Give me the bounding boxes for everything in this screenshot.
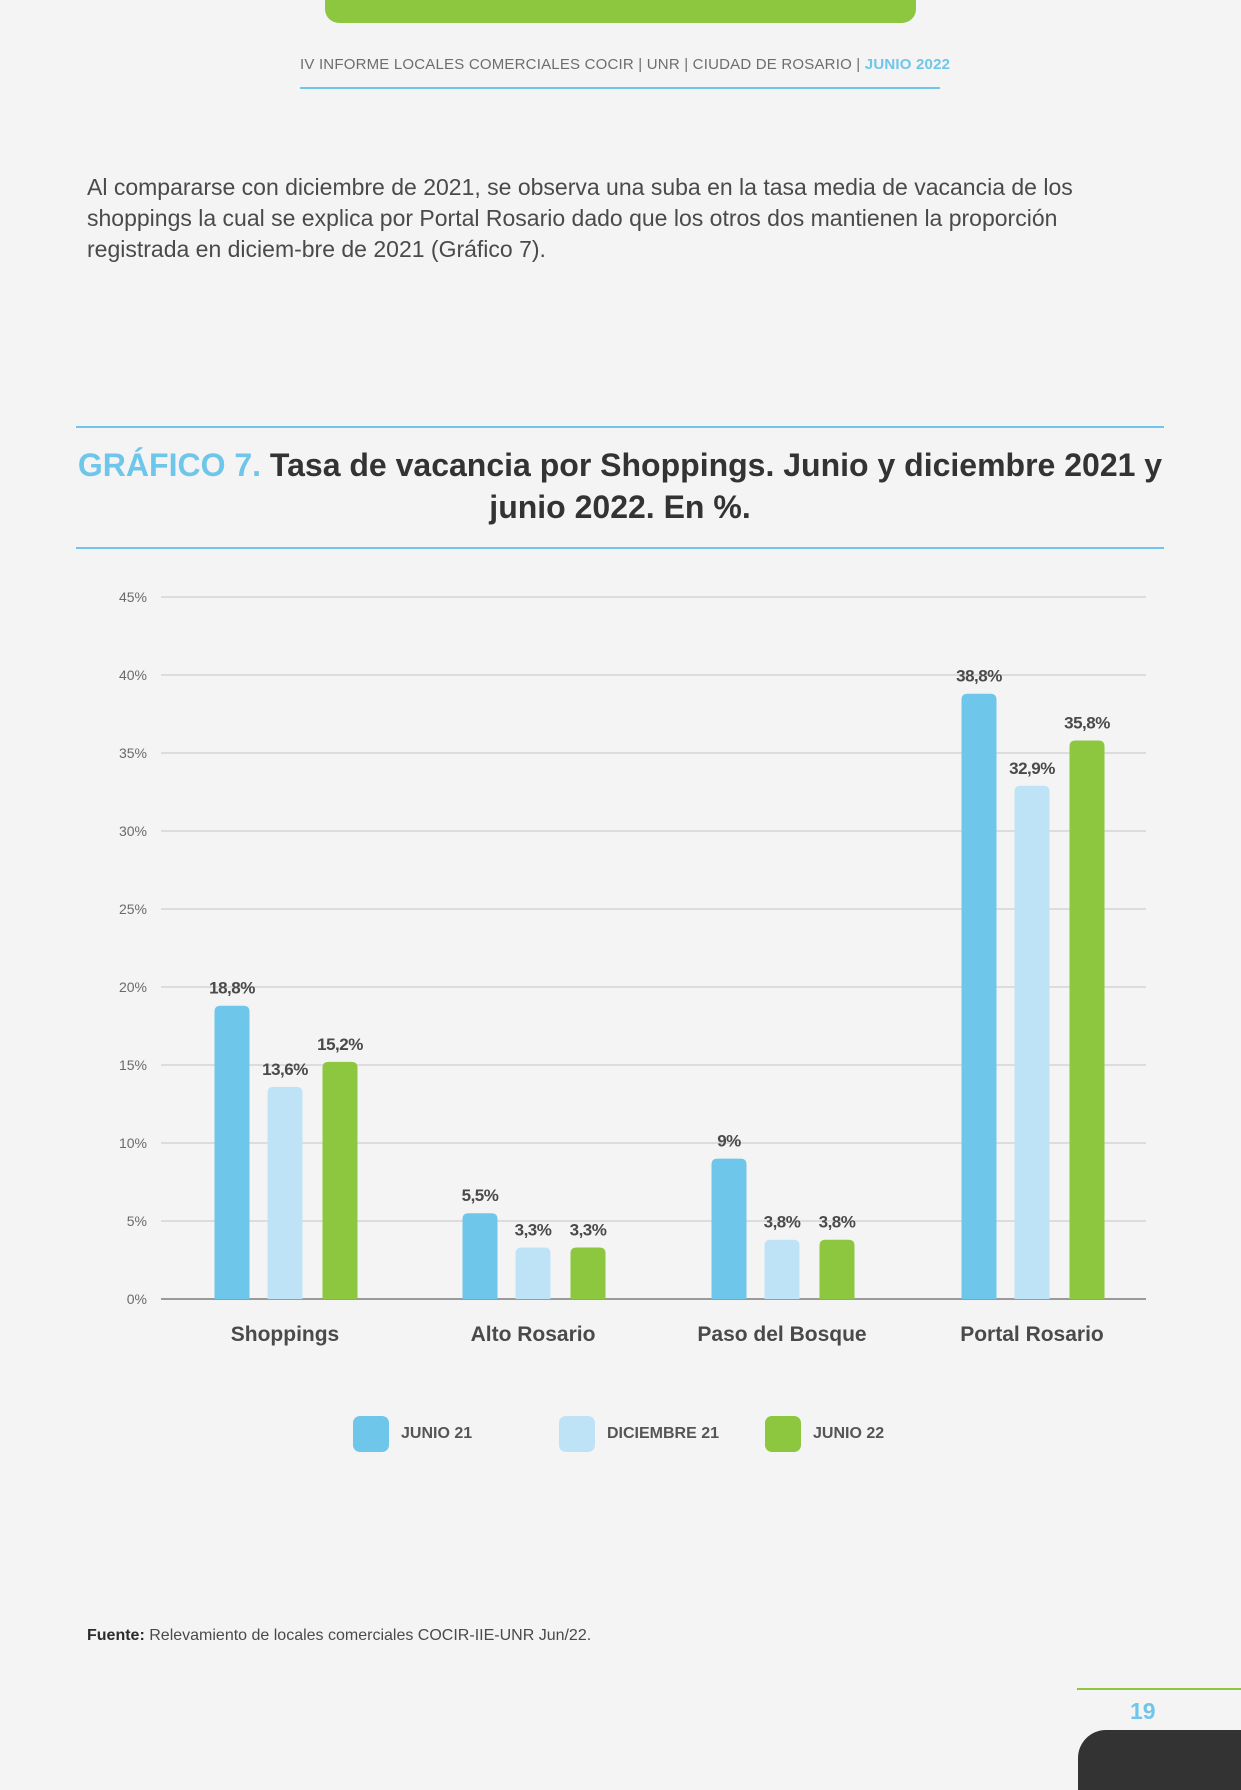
data-label: 3,8% [764,1213,801,1232]
legend-item-diciembre-21: DICIEMBRE 21 [559,1416,719,1452]
bar-chart: 0% 5% 10% 15% 20% 25% 30% 35% 40% 45% 18,8% 13,6% 15… [119,589,1146,1346]
legend-swatch-junio-21 [353,1416,389,1452]
bar [267,1086,303,1299]
report-header: IV INFORME LOCALES COMERCIALES COCIR | U… [300,56,950,73]
legend-label-diciembre-21: DICIEMBRE 21 [607,1425,720,1442]
legend-label-junio-21: JUNIO 21 [401,1425,473,1442]
chart-title-text: Tasa de vacancia por Shoppings. Junio y … [269,447,1163,525]
data-label: 18,8% [209,979,255,998]
bar [819,1239,855,1299]
legend-item-junio-21: JUNIO 21 [353,1416,472,1452]
y-tick-label: 40% [119,667,147,683]
bar [214,1005,250,1299]
y-tick-label: 35% [119,745,147,761]
chart-title: GRÁFICO 7. Tasa de vacancia por Shopping… [76,444,1164,528]
page-number-rule [1077,1688,1241,1690]
category-label: Alto Rosario [471,1323,596,1346]
source-label: Fuente: [87,1627,145,1644]
y-tick-label: 10% [119,1135,147,1151]
data-label: 38,8% [956,667,1002,686]
header-text: IV INFORME LOCALES COMERCIALES COCIR | U… [300,56,865,73]
data-label: 3,3% [515,1221,552,1240]
bar [711,1158,747,1299]
chart-title-bottom-rule [76,547,1164,549]
legend-label-junio-22: JUNIO 22 [813,1425,885,1442]
bar [1014,785,1050,1299]
corner-decoration [1078,1730,1241,1790]
bar [570,1247,606,1299]
y-tick-label: 30% [119,823,147,839]
top-accent-bar [325,0,916,23]
data-label: 13,6% [262,1060,308,1079]
y-tick-label: 20% [119,979,147,995]
legend-swatch-junio-22 [765,1416,801,1452]
intro-paragraph: Al compararse con diciembre de 2021, se … [87,174,1073,262]
y-tick-label: 5% [127,1213,147,1229]
header-underline [300,87,940,89]
bar [1069,740,1105,1299]
data-label: 5,5% [462,1186,499,1205]
data-label: 32,9% [1009,759,1055,778]
y-tick-label: 25% [119,901,147,917]
bar [764,1239,800,1299]
chart-legend: JUNIO 21 DICIEMBRE 21 JUNIO 22 [0,1416,1241,1452]
y-tick-label: 15% [119,1057,147,1073]
data-label: 9% [717,1132,741,1151]
data-label: 3,3% [570,1221,607,1240]
chart-title-top-rule [76,426,1164,428]
legend-item-junio-22: JUNIO 22 [765,1416,884,1452]
source-note: Fuente: Relevamiento de locales comercia… [87,1627,591,1645]
bar [961,693,997,1299]
category-label: Portal Rosario [960,1323,1104,1346]
y-tick-label: 0% [127,1291,147,1307]
chart-number: GRÁFICO 7. [77,447,262,483]
header-date: JUNIO 2022 [864,56,951,73]
data-label: 3,8% [819,1213,856,1232]
y-tick-label: 45% [119,589,147,605]
category-label: Shoppings [231,1323,340,1346]
page-number: 19 [1130,1698,1156,1724]
data-label: 35,8% [1064,714,1110,733]
bar [515,1247,551,1299]
data-label: 15,2% [317,1035,363,1054]
bar [322,1061,358,1299]
bar [462,1213,498,1299]
category-label: Paso del Bosque [697,1323,866,1346]
source-text: Relevamiento de locales comerciales COCI… [149,1627,592,1644]
legend-swatch-diciembre-21 [559,1416,595,1452]
